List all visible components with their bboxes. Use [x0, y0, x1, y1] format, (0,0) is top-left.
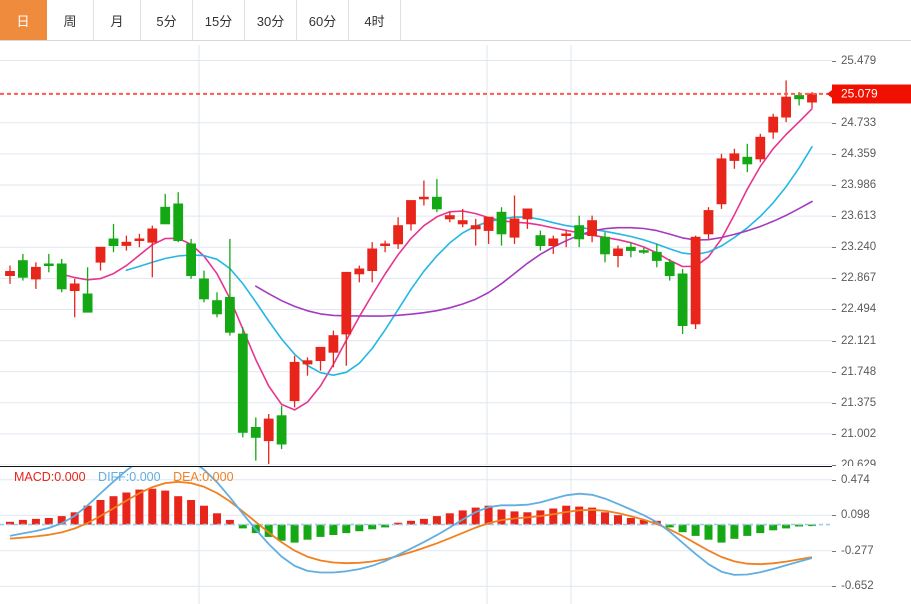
tab-label: 60分 [308, 13, 337, 29]
diff-value: 0.000 [129, 470, 161, 484]
price-axis-label: 21.375 [841, 396, 877, 409]
tab-label: 周 [63, 13, 77, 29]
tab-label: 月 [110, 13, 124, 29]
price-axis-tick [832, 309, 836, 311]
tab-label: 15分 [204, 13, 233, 29]
macd-chart-svg [0, 466, 832, 604]
price-axis: 25.479 24.733 24.359 23.986 23.613 23.240 22.8… [827, 45, 911, 471]
price-axis-tick [832, 402, 836, 404]
price-axis-tick [832, 122, 836, 124]
price-axis-tick [832, 371, 836, 373]
price-axis-label: 23.613 [841, 210, 877, 223]
price-axis-label: 24.359 [841, 147, 877, 160]
panel-divider-horizontal [0, 466, 911, 467]
macd-axis-label: -0.652 [841, 580, 874, 593]
tab-label: 30分 [256, 13, 285, 29]
tab-week[interactable]: 周 [47, 0, 94, 40]
price-axis-tick [832, 185, 836, 187]
price-axis-tick [832, 60, 836, 62]
price-axis-label: 24.733 [841, 116, 877, 129]
price-axis-label: 25.479 [841, 54, 877, 67]
price-axis-label: 21.748 [841, 365, 877, 378]
price-axis-label: 22.121 [841, 334, 877, 347]
tab-60min[interactable]: 60分 [297, 0, 349, 40]
macd-axis-tick [832, 586, 836, 588]
price-chart-svg [0, 45, 832, 465]
tab-month[interactable]: 月 [94, 0, 141, 40]
tab-5min[interactable]: 5分 [141, 0, 193, 40]
macd-axis-label: -0.277 [841, 544, 874, 557]
macd-axis-label: 0.098 [841, 509, 870, 522]
dea-value: 0.000 [202, 470, 234, 484]
tab-30min[interactable]: 30分 [245, 0, 297, 40]
diff-label: DIFF: [98, 470, 130, 484]
price-axis-tick [832, 465, 836, 466]
price-axis-label: 23.986 [841, 179, 877, 192]
dea-label: DEA: [173, 470, 203, 484]
price-axis-tick [832, 278, 836, 280]
price-axis-label: 22.867 [841, 272, 877, 285]
price-axis-tick [832, 153, 836, 155]
macd-axis-tick [832, 479, 836, 481]
tab-4hour[interactable]: 4时 [349, 0, 401, 40]
current-price-badge: 25.079 [832, 84, 911, 104]
price-axis-label: 21.002 [841, 427, 877, 440]
price-axis-tick [832, 247, 836, 249]
macd-chart-panel[interactable]: MACD:0.000 DIFF:0.000 DEA:0.000 [0, 466, 832, 604]
current-price-pointer [827, 89, 832, 98]
price-axis-label: 22.494 [841, 303, 877, 316]
price-axis-tick [832, 340, 836, 342]
macd-value: 0.000 [54, 470, 86, 484]
tabbar-filler [401, 0, 911, 40]
tab-label: 5分 [156, 13, 177, 29]
price-axis-tick [832, 216, 836, 218]
tab-label: 4时 [364, 13, 385, 29]
macd-axis-tick [832, 515, 836, 517]
price-axis-label: 23.240 [841, 241, 877, 254]
tab-15min[interactable]: 15分 [193, 0, 245, 40]
macd-legend: MACD:0.000 DIFF:0.000 DEA:0.000 [14, 470, 234, 484]
macd-label: MACD: [14, 470, 55, 484]
price-chart-panel[interactable] [0, 45, 832, 465]
period-tabbar: 日 周 月 5分 15分 30分 60分 4时 [0, 0, 911, 41]
tab-day[interactable]: 日 [0, 0, 47, 40]
macd-axis-label: 0.474 [841, 473, 870, 486]
price-axis-tick [832, 433, 836, 435]
tab-label: 日 [16, 13, 30, 29]
macd-axis-tick [832, 550, 836, 552]
macd-axis: 0.474 0.098 -0.277 -0.652 [832, 466, 911, 604]
